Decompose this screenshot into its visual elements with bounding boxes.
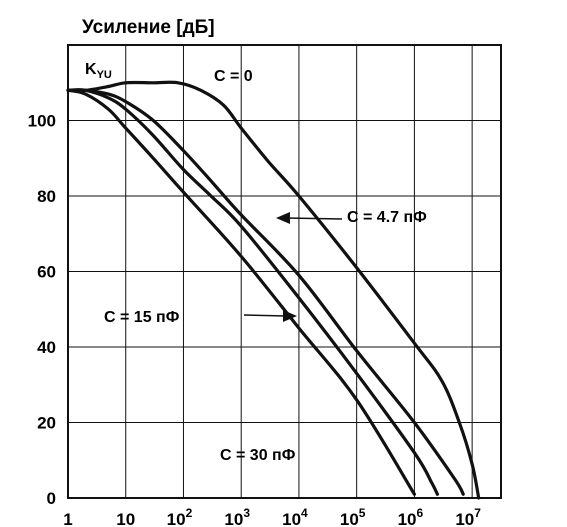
y-axis-ticks: 0 20 40 60 80 100 xyxy=(28,112,56,509)
y-tick-label: 60 xyxy=(37,263,56,282)
grid xyxy=(68,45,501,498)
x-tick-label: 106 xyxy=(398,506,424,527)
annotations: KYU C = 0 C = 4.7 пФ C = 15 пФ C = 30 пФ xyxy=(85,61,427,464)
series-line-1 xyxy=(66,88,465,496)
x-tick-label: 10 xyxy=(116,510,135,527)
annotation-arrowhead-c15 xyxy=(283,310,297,322)
chart-title: Усиление [дБ] xyxy=(82,17,215,38)
annotation-arrow-c15 xyxy=(243,314,287,317)
y-tick-label: 0 xyxy=(47,489,56,508)
curve-label-kyu: KYU xyxy=(85,61,112,81)
series-line-0 xyxy=(66,80,481,500)
x-axis-ticks: 1 10 102 103 104 105 106 107 xyxy=(63,506,481,527)
y-tick-label: 20 xyxy=(37,414,56,433)
x-tick-label: 102 xyxy=(167,506,193,527)
annotation-c47: C = 4.7 пФ xyxy=(347,209,427,226)
x-tick-label: 105 xyxy=(340,506,366,527)
series-group xyxy=(66,80,481,500)
annotation-c15: C = 15 пФ xyxy=(104,309,180,326)
series-line-3 xyxy=(66,88,416,496)
y-tick-label: 100 xyxy=(28,112,56,131)
x-tick-label: 103 xyxy=(224,506,250,527)
annotation-c30: C = 30 пФ xyxy=(220,447,296,464)
series-line-2 xyxy=(66,88,439,496)
x-tick-label: 104 xyxy=(282,506,308,527)
annotation-arrowhead-c47 xyxy=(276,212,290,224)
y-tick-label: 80 xyxy=(37,187,56,206)
annotation-arrow-c47 xyxy=(285,217,343,220)
y-tick-label: 40 xyxy=(37,338,56,357)
x-tick-label: 1 xyxy=(63,510,72,527)
x-tick-label: 107 xyxy=(455,506,481,527)
annotation-c0: C = 0 xyxy=(214,68,253,85)
